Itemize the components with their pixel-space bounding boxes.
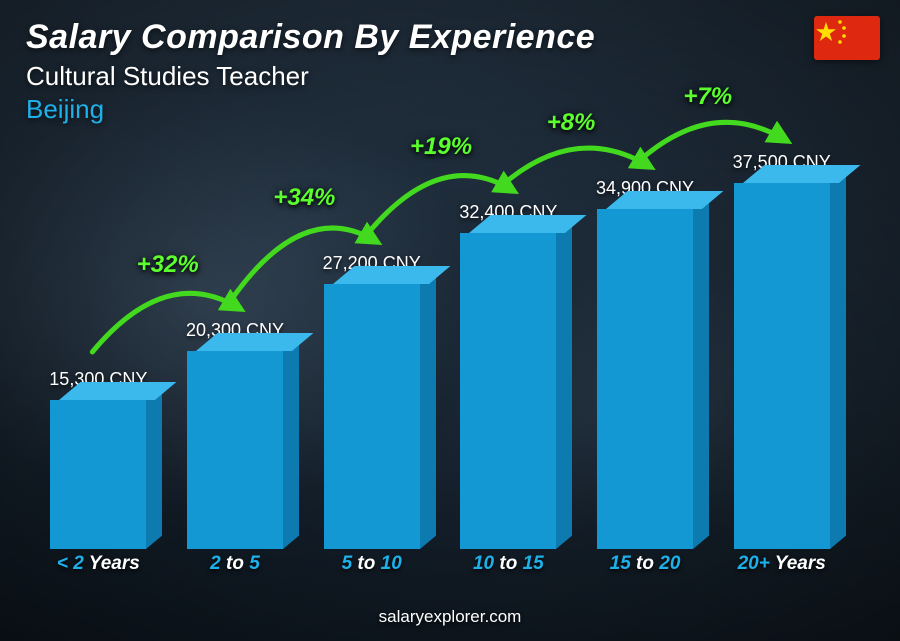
- country-flag-china: [814, 16, 880, 60]
- bar: [597, 209, 693, 549]
- bar-slot: 32,400 CNY: [440, 202, 577, 549]
- bar-side: [283, 338, 299, 549]
- bar: [324, 284, 420, 549]
- bar-front: [187, 351, 283, 549]
- bar-slot: 20,300 CNY: [167, 320, 304, 549]
- x-axis-label: 10 to 15: [440, 553, 577, 583]
- chart-location: Beijing: [26, 94, 820, 125]
- bar-side: [556, 220, 572, 549]
- bar-slot: 37,500 CNY: [713, 152, 850, 549]
- x-axis-label: 15 to 20: [577, 553, 714, 583]
- x-axis-label: 5 to 10: [303, 553, 440, 583]
- bar-slot: 27,200 CNY: [303, 253, 440, 549]
- chart-stage: Salary Comparison By Experience Cultural…: [0, 0, 900, 641]
- bar-slot: 15,300 CNY: [30, 369, 167, 549]
- bar-side: [693, 196, 709, 549]
- footer-source: salaryexplorer.com: [0, 607, 900, 627]
- bar-front: [324, 284, 420, 549]
- bar-front: [50, 400, 146, 549]
- header: Salary Comparison By Experience Cultural…: [26, 18, 820, 125]
- bar-side: [146, 387, 162, 549]
- bar: [187, 351, 283, 549]
- bar-front: [460, 233, 556, 549]
- bar-front: [734, 183, 830, 549]
- bar-front: [597, 209, 693, 549]
- x-axis-labels: < 2 Years2 to 55 to 1010 to 1515 to 2020…: [30, 553, 850, 583]
- bar-chart: 15,300 CNY20,300 CNY27,200 CNY32,400 CNY…: [30, 123, 850, 583]
- bar: [460, 233, 556, 549]
- bar-side: [420, 271, 436, 549]
- bar: [734, 183, 830, 549]
- x-axis-label: 20+ Years: [713, 553, 850, 583]
- bar: [50, 400, 146, 549]
- chart-title: Salary Comparison By Experience: [26, 18, 820, 57]
- bar-slot: 34,900 CNY: [577, 178, 714, 549]
- bars-container: 15,300 CNY20,300 CNY27,200 CNY32,400 CNY…: [30, 123, 850, 549]
- x-axis-label: 2 to 5: [167, 553, 304, 583]
- bar-side: [830, 170, 846, 549]
- chart-subtitle: Cultural Studies Teacher: [26, 61, 820, 92]
- x-axis-label: < 2 Years: [30, 553, 167, 583]
